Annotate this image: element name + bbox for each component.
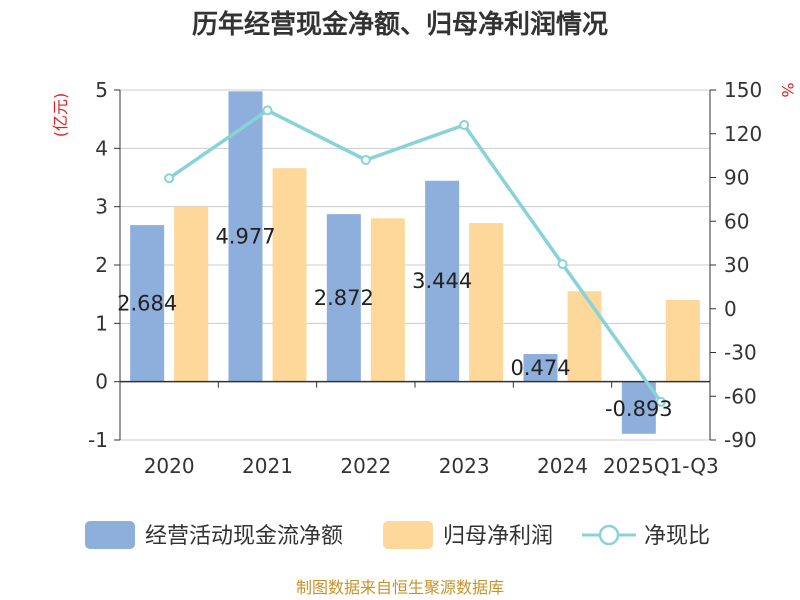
cash-flow-bar (228, 91, 263, 382)
cash-flow-bar (523, 354, 558, 382)
net-profit-bar (567, 291, 602, 382)
right-tick-label: 90 (724, 166, 749, 190)
category-label: 2022 (340, 454, 391, 478)
category-label: 2023 (439, 454, 490, 478)
left-tick-label: 1 (95, 311, 108, 335)
category-label: 2025Q1-Q3 (603, 454, 719, 478)
axes-layer: -1 0 1 2 3 4 5 -90 -60 -30 0 30 60 90 120 150 2020 2021 20… (88, 78, 762, 478)
ratio-point (262, 105, 273, 116)
left-tick-label: 4 (95, 136, 108, 160)
right-tick-label: 120 (724, 122, 762, 146)
category-label: 2024 (537, 454, 588, 478)
right-tick-label: -90 (724, 428, 757, 452)
ratio-point (557, 259, 568, 270)
data-labels-layer: 2.684 4.977 2.872 3.444 0.474 -0.893 (117, 225, 673, 421)
ratio-point (655, 396, 666, 407)
left-tick-label: 3 (95, 195, 108, 219)
bars-layer (130, 91, 700, 434)
right-tick-label: -60 (724, 384, 757, 408)
net-profit-bar (272, 168, 307, 382)
legend-swatch-ratio-marker (598, 524, 620, 546)
net-profit-bar (469, 223, 504, 382)
cash-flow-bar (130, 225, 165, 382)
ratio-line (168, 108, 663, 403)
cash-flow-data-label: 4.977 (215, 225, 275, 249)
left-axis-unit: (亿元) (51, 93, 70, 138)
left-tick-label: 5 (95, 78, 108, 102)
right-tick-label: 30 (724, 253, 749, 277)
net-profit-bar (370, 218, 405, 382)
cash-flow-data-label: 0.474 (510, 356, 570, 380)
grid-lines (120, 89, 710, 441)
right-tick-label: 0 (724, 297, 737, 321)
right-tick-label: -30 (724, 341, 757, 365)
left-tick-label: 2 (95, 253, 108, 277)
left-tick-label: 0 (95, 370, 108, 394)
source-note: 制图数据来自恒生聚源数据库 (296, 578, 504, 597)
cash-flow-data-label: 2.684 (117, 291, 177, 315)
legend-swatch-cash-flow (85, 521, 135, 549)
legend-label-net-profit: 归母净利润 (443, 524, 553, 549)
net-profit-bar (174, 206, 209, 382)
legend-label-ratio: 净现比 (644, 524, 710, 549)
cash-flow-data-label: -0.893 (605, 397, 673, 421)
left-tick-label: -1 (88, 428, 108, 452)
cash-flow-bar (326, 214, 361, 382)
cash-flow-bar (425, 180, 460, 382)
cash-flow-data-label: 2.872 (314, 286, 374, 310)
right-tick-label: 60 (724, 209, 749, 233)
ratio-point (164, 173, 175, 184)
right-tick-label: 150 (724, 78, 762, 102)
ratio-point (360, 155, 371, 165)
cash-flow-bar (621, 381, 656, 434)
ratio-point (459, 120, 470, 130)
chart-title: 历年经营现金净额、归母净利润情况 (192, 9, 608, 40)
legend-label-cash-flow: 经营活动现金流净额 (145, 524, 343, 549)
right-axis-unit: % (778, 82, 797, 97)
category-label: 2021 (242, 454, 293, 478)
category-label: 2020 (144, 454, 195, 478)
net-profit-bar (665, 300, 700, 382)
legend: 经营活动现金流净额 归母净利润 净现比 (85, 521, 710, 549)
ratio-line-layer (164, 105, 666, 407)
legend-swatch-net-profit (383, 521, 433, 549)
cash-flow-data-label: 3.444 (412, 269, 472, 293)
